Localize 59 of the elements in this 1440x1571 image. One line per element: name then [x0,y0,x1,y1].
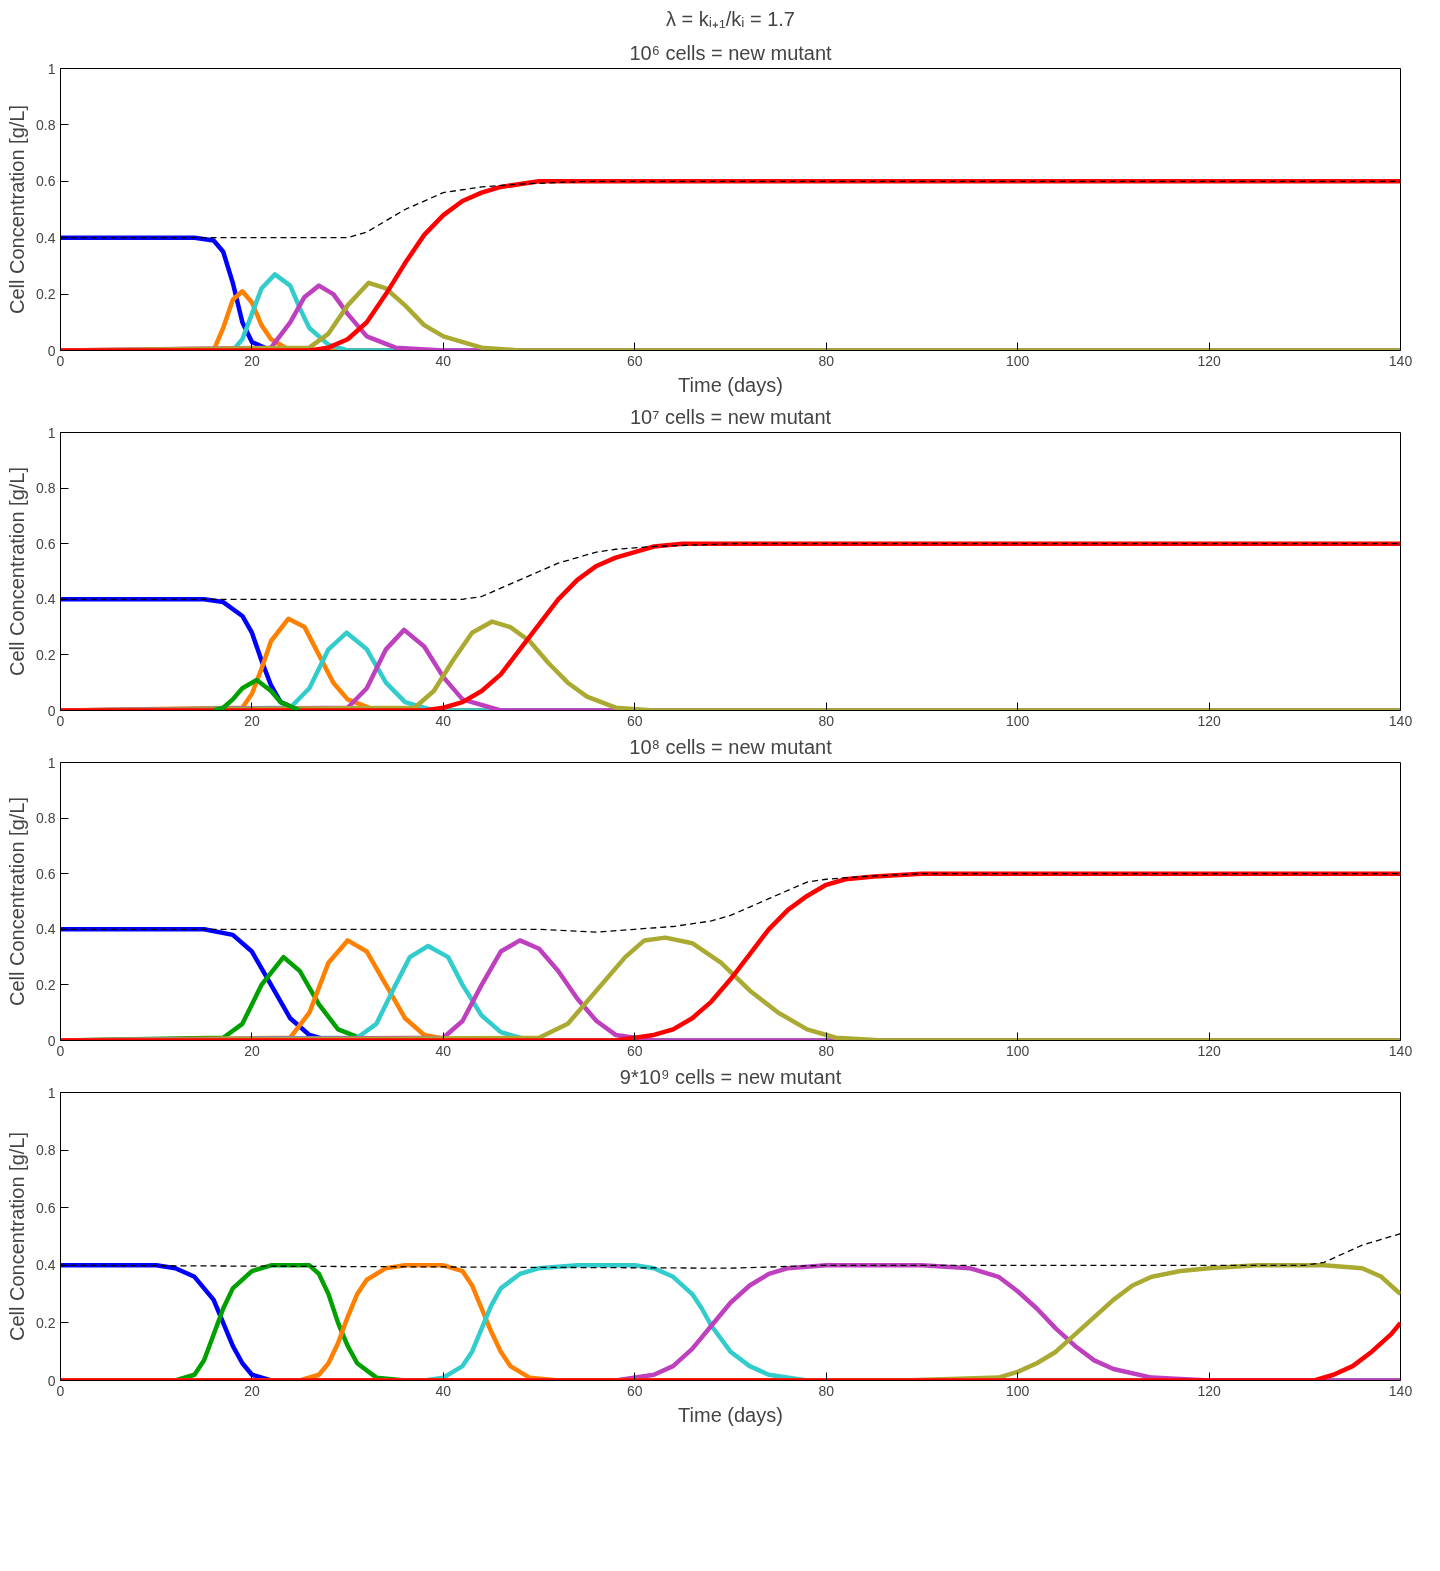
x-tick-label: 140 [1388,352,1413,369]
y-tick-label: 1 [47,754,56,771]
y-tick-label: 0.2 [36,976,56,993]
y-tick-label: 0.4 [36,229,56,246]
x-tick-label: 120 [1197,712,1221,729]
x-axis-title: Time (days) [678,373,783,396]
chart-title: 10⁷ cells = new mutant [629,405,832,428]
y-axis-title: Cell Concentration [g/L] [6,796,29,1006]
x-tick-label: 40 [435,712,452,729]
x-tick-label: 20 [244,1042,260,1059]
y-tick-label: 0.6 [36,1199,56,1216]
y-axis-title: Cell Concentration [g/L] [6,104,29,314]
y-axis-title: Cell Concentration [g/L] [6,466,29,676]
x-tick-label: 40 [435,1382,452,1399]
x-tick-label: 20 [244,1382,260,1399]
x-tick-label: 120 [1197,352,1221,369]
x-tick-label: 100 [1005,352,1030,369]
x-tick-label: 80 [818,1042,835,1059]
y-tick-label: 0.8 [36,810,56,827]
chart-title: 10⁸ cells = new mutant [629,735,833,758]
y-tick-label: 0.6 [36,535,56,552]
x-tick-label: 60 [627,1382,643,1399]
x-tick-label: 40 [435,1042,452,1059]
y-tick-label: 1 [47,424,56,441]
y-tick-label: 1 [47,1084,56,1101]
y-tick-label: 1 [47,60,56,77]
x-tick-label: 140 [1388,1382,1413,1399]
x-tick-label: 60 [627,1042,643,1059]
x-tick-label: 100 [1005,1042,1030,1059]
x-tick-label: 100 [1005,712,1030,729]
x-tick-label: 20 [244,712,260,729]
chart-title: λ = kᵢ₊₁/kᵢ = 1.7 [666,7,795,30]
x-tick-label: 40 [435,352,452,369]
y-tick-label: 0.8 [36,480,56,497]
x-tick-label: 60 [627,712,643,729]
y-axis-title: Cell Concentration [g/L] [6,1131,29,1341]
y-tick-label: 0.8 [36,1142,56,1159]
x-tick-label: 120 [1197,1042,1221,1059]
x-tick-label: 140 [1388,1042,1413,1059]
x-tick-label: 80 [818,352,835,369]
x-tick-label: 140 [1388,712,1413,729]
y-tick-label: 0.4 [36,591,56,608]
x-tick-label: 100 [1005,1382,1030,1399]
y-tick-label: 0.6 [36,865,56,882]
y-tick-label: 0.2 [36,286,56,303]
chart-subtitle: 10⁶ cells = new mutant [629,41,833,64]
y-tick-label: 0.4 [36,921,56,938]
x-tick-label: 80 [818,1382,835,1399]
x-tick-label: 120 [1197,1382,1221,1399]
x-tick-label: 60 [627,352,643,369]
y-tick-label: 0.4 [36,1257,56,1274]
y-tick-label: 0.8 [36,116,56,133]
chart-title: 9*10⁹ cells = new mutant [619,1065,842,1088]
y-tick-label: 0.6 [36,173,56,190]
x-tick-label: 20 [244,352,260,369]
y-tick-label: 0.2 [36,646,56,663]
y-tick-label: 0.2 [36,1314,56,1331]
x-tick-label: 80 [818,712,835,729]
x-axis-title: Time (days) [678,1403,783,1426]
